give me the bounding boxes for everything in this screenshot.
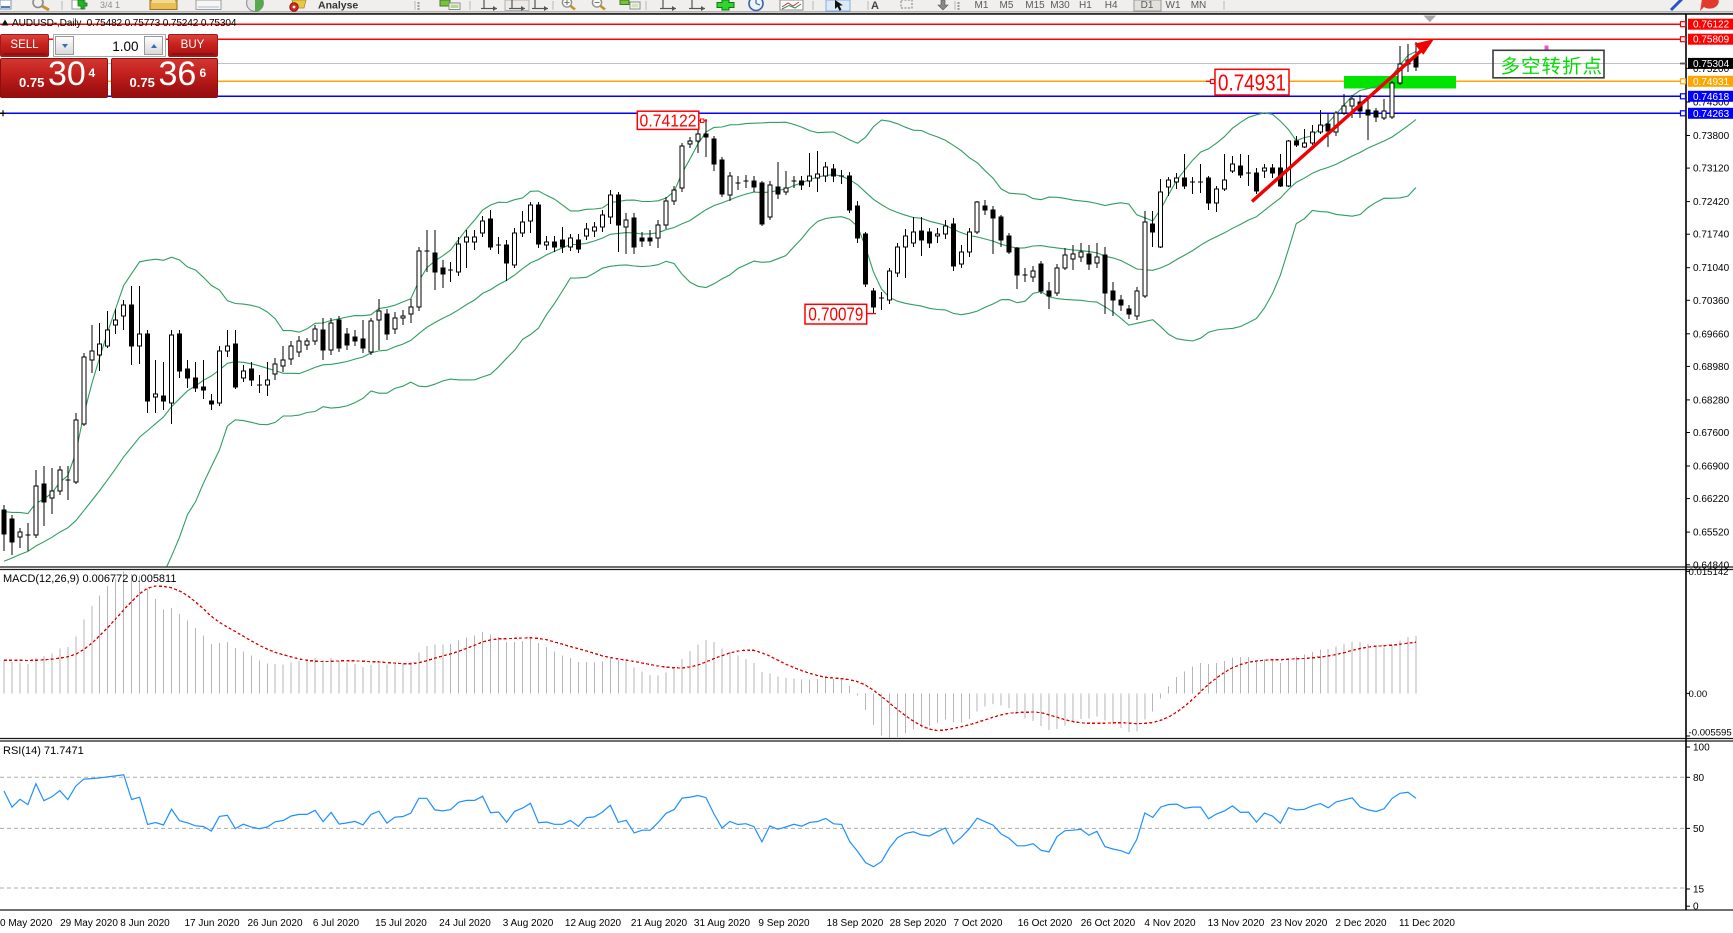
svg-text:17 Jun 2020: 17 Jun 2020 (184, 918, 239, 929)
svg-text:0.75304: 0.75304 (1693, 59, 1730, 70)
svg-text:M30: M30 (1050, 0, 1070, 11)
svg-text:8 Jun 2020: 8 Jun 2020 (120, 918, 170, 929)
svg-text:0.68980: 0.68980 (1693, 362, 1730, 373)
svg-text:0.71740: 0.71740 (1693, 230, 1730, 241)
svg-text:A: A (871, 0, 879, 12)
svg-text:0.66220: 0.66220 (1693, 494, 1730, 505)
svg-text:RSI(14) 71.7471: RSI(14) 71.7471 (3, 745, 84, 757)
svg-text:D1: D1 (1141, 0, 1154, 11)
svg-text:H1: H1 (1079, 0, 1092, 11)
svg-text:MACD(12,26,9) 0.006772 0.00581: MACD(12,26,9) 0.006772 0.005811 (3, 573, 176, 585)
svg-text:0.70360: 0.70360 (1693, 296, 1730, 307)
svg-text:26 Jun 2020: 26 Jun 2020 (247, 918, 302, 929)
svg-text:80: 80 (1693, 773, 1705, 784)
svg-text:M5: M5 (1000, 0, 1014, 11)
svg-text:23 Nov 2020: 23 Nov 2020 (1271, 918, 1328, 929)
svg-text:0.65520: 0.65520 (1693, 528, 1730, 539)
svg-text:100: 100 (1693, 743, 1710, 754)
svg-text:13 Nov 2020: 13 Nov 2020 (1208, 918, 1265, 929)
svg-text:0.74931: 0.74931 (1693, 77, 1730, 88)
svg-text:0.00: 0.00 (1689, 689, 1708, 700)
svg-text:0.74263: 0.74263 (1693, 109, 1730, 120)
svg-text:29 May 2020: 29 May 2020 (60, 918, 118, 929)
svg-text:4 Nov 2020: 4 Nov 2020 (1144, 918, 1196, 929)
svg-text:0 May 2020: 0 May 2020 (0, 918, 53, 929)
svg-text:0.75200: 0.75200 (1693, 64, 1730, 75)
svg-text:0: 0 (1693, 902, 1699, 913)
svg-text:0.74500: 0.74500 (1693, 98, 1730, 109)
svg-text:28 Sep 2020: 28 Sep 2020 (890, 918, 947, 929)
svg-text:2 Dec 2020: 2 Dec 2020 (1335, 918, 1387, 929)
svg-text:0.74122: 0.74122 (640, 111, 697, 131)
svg-text:0.75809: 0.75809 (1693, 35, 1730, 46)
svg-text:M15: M15 (1025, 0, 1045, 11)
svg-text:3/4 1: 3/4 1 (100, 0, 120, 10)
svg-text:9 Sep 2020: 9 Sep 2020 (758, 918, 810, 929)
svg-text:0.66900: 0.66900 (1693, 462, 1730, 473)
svg-text:7 Oct 2020: 7 Oct 2020 (954, 918, 1003, 929)
svg-text:6 Jul 2020: 6 Jul 2020 (313, 918, 360, 929)
svg-text:0.74618: 0.74618 (1693, 92, 1730, 103)
svg-text:0.71040: 0.71040 (1693, 263, 1730, 274)
svg-text:3 Aug 2020: 3 Aug 2020 (503, 918, 554, 929)
svg-text:50: 50 (1693, 824, 1705, 835)
svg-text:H4: H4 (1105, 0, 1118, 11)
svg-text:15: 15 (1693, 885, 1705, 896)
svg-text:0.76122: 0.76122 (1693, 20, 1730, 31)
svg-text:MN: MN (1191, 0, 1207, 11)
svg-text:0.74931: 0.74931 (1218, 69, 1286, 95)
svg-text:M1: M1 (975, 0, 989, 11)
svg-text:Analyse: Analyse (318, 0, 358, 12)
svg-text:0.67600: 0.67600 (1693, 428, 1730, 439)
svg-text:W1: W1 (1166, 0, 1181, 11)
svg-text:0.015142: 0.015142 (1689, 567, 1729, 578)
svg-text:0.70079: 0.70079 (808, 305, 863, 325)
svg-text:-0.005595: -0.005595 (1689, 728, 1732, 739)
svg-text:0.73800: 0.73800 (1693, 131, 1730, 142)
svg-text:12 Aug 2020: 12 Aug 2020 (565, 918, 622, 929)
svg-text:11 Dec 2020: 11 Dec 2020 (1399, 918, 1455, 929)
svg-text:18 Sep 2020: 18 Sep 2020 (827, 918, 884, 929)
svg-text:26 Oct 2020: 26 Oct 2020 (1081, 918, 1136, 929)
svg-text:0.64840: 0.64840 (1693, 560, 1730, 571)
svg-text:0.73120: 0.73120 (1693, 164, 1730, 175)
svg-text:21 Aug 2020: 21 Aug 2020 (631, 918, 688, 929)
svg-text:0.72420: 0.72420 (1693, 197, 1730, 208)
svg-text:0.68280: 0.68280 (1693, 395, 1730, 406)
svg-text:0.69660: 0.69660 (1693, 329, 1730, 340)
svg-text:15 Jul 2020: 15 Jul 2020 (375, 918, 427, 929)
svg-text:24 Jul 2020: 24 Jul 2020 (439, 918, 491, 929)
svg-text:AUDUSD-,Daily 0.75482 0.75773: AUDUSD-,Daily 0.75482 0.75773 0.75242 0.… (12, 18, 237, 29)
svg-text:16 Oct 2020: 16 Oct 2020 (1018, 918, 1073, 929)
svg-text:31 Aug 2020: 31 Aug 2020 (694, 918, 751, 929)
